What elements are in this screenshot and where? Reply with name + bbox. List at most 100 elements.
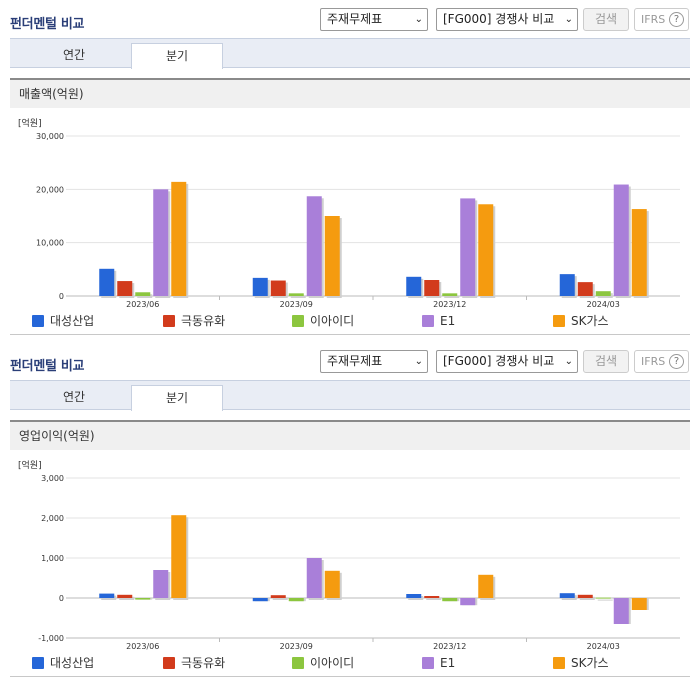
legend-swatch (163, 657, 175, 669)
bar-shadow (137, 294, 153, 298)
ifrs-button[interactable]: IFRS ? (634, 8, 689, 31)
peer-group-select[interactable]: [FG000] 경쟁사 비교 ⌄ (436, 8, 578, 31)
legend-label: SK가스 (571, 656, 609, 670)
bar-shadow (119, 596, 135, 600)
bar-shadow (444, 295, 460, 298)
chevron-down-icon: ⌄ (414, 356, 423, 367)
bar (324, 570, 340, 598)
legend-swatch (32, 657, 44, 669)
bar (135, 292, 151, 296)
bar (153, 570, 169, 598)
statement-type-select[interactable]: 주재무제표 ⌄ (320, 350, 428, 373)
y-tick-label: 2,000 (41, 514, 64, 523)
bar (252, 277, 268, 296)
legend-label: 이아이디 (310, 656, 355, 670)
panel-title: 펀더멘털 비교 (10, 359, 85, 374)
bar (442, 293, 458, 296)
bar-shadow (290, 295, 306, 298)
statement-type-select[interactable]: 주재무제표 ⌄ (320, 8, 428, 31)
y-tick-label: 10,000 (36, 239, 64, 248)
tab-quarterly[interactable]: 분기 (131, 385, 223, 411)
bar (424, 280, 440, 296)
bar (171, 515, 187, 598)
ifrs-button[interactable]: IFRS ? (634, 350, 689, 373)
bar (631, 598, 647, 610)
bar (288, 598, 304, 602)
legend-swatch (422, 315, 434, 327)
bar (117, 281, 133, 296)
bar (99, 593, 115, 598)
y-tick-label: 0 (59, 594, 64, 603)
metric-title: 영업이익(억원) (10, 420, 690, 450)
x-tick-label: 2023/09 (280, 300, 313, 308)
bar (631, 209, 647, 296)
bar (99, 268, 115, 296)
bar-shadow (579, 596, 595, 600)
bar (595, 597, 611, 599)
bar (270, 595, 286, 598)
x-tick-label: 2023/06 (126, 300, 159, 308)
chart-legend: 대성산업 극동유화 이아이디 E1 SK가스 (10, 652, 690, 672)
legend-label: SK가스 (571, 314, 609, 328)
divider (10, 676, 690, 677)
bar (460, 198, 476, 296)
help-icon: ? (669, 354, 684, 369)
bar (252, 598, 268, 602)
metric-title: 매출액(억원) (10, 78, 690, 108)
y-tick-label: 3,000 (41, 474, 64, 483)
ifrs-label: IFRS (641, 13, 666, 26)
chevron-down-icon: ⌄ (564, 14, 573, 25)
tab-annual[interactable]: 연간 (62, 390, 86, 404)
bar-shadow (597, 599, 613, 601)
y-tick-label: 20,000 (36, 185, 64, 194)
bar (306, 196, 322, 296)
search-button[interactable]: 검색 (583, 350, 629, 373)
chart-legend: 대성산업 극동유화 이아이디 E1 SK가스 (10, 310, 690, 330)
x-tick-label: 2023/06 (126, 642, 159, 650)
bar (135, 598, 151, 600)
bar (577, 282, 593, 296)
unit-label: [억원] (18, 117, 42, 129)
bar (270, 280, 286, 296)
x-tick-label: 2023/12 (433, 642, 466, 650)
bar (324, 216, 340, 296)
legend-swatch (553, 657, 565, 669)
bar (171, 181, 187, 296)
bar (117, 594, 133, 598)
bar (460, 598, 476, 606)
legend-swatch (553, 315, 565, 327)
bar (559, 593, 575, 598)
bar (288, 293, 304, 296)
legend-label: 대성산업 (50, 656, 95, 670)
legend-label: 이아이디 (310, 314, 355, 328)
ifrs-label: IFRS (641, 355, 666, 368)
bar (406, 276, 422, 296)
divider (10, 334, 690, 335)
x-tick-label: 2024/03 (587, 300, 620, 308)
legend-swatch (163, 315, 175, 327)
search-button[interactable]: 검색 (583, 8, 629, 31)
bar (613, 184, 629, 296)
peer-group-value: [FG000] 경쟁사 비교 (443, 12, 555, 26)
bar (577, 594, 593, 598)
bar (613, 598, 629, 624)
y-tick-label: 0 (59, 292, 64, 301)
x-tick-label: 2023/12 (433, 300, 466, 308)
unit-label: [억원] (18, 459, 42, 471)
operating-income-bar-chart: [억원] -1,000 0 1,000 2,000 3,000 2023/06 2023/09… (18, 459, 680, 650)
legend-label: E1 (440, 314, 456, 328)
x-tick-label: 2024/03 (587, 642, 620, 650)
legend-swatch (422, 657, 434, 669)
peer-group-select[interactable]: [FG000] 경쟁사 비교 ⌄ (436, 350, 578, 373)
panel-title: 펀더멘털 비교 (10, 17, 85, 32)
tab-quarterly[interactable]: 분기 (131, 43, 223, 69)
period-tabs: 연간 분기 (10, 38, 690, 69)
tab-annual[interactable]: 연간 (62, 48, 86, 62)
bar-shadow (426, 598, 442, 600)
bar (478, 574, 494, 598)
panel-header: 펀더멘털 비교 주재무제표 ⌄ [FG000] 경쟁사 비교 ⌄ 검색 IFRS… (0, 342, 696, 380)
bar (306, 558, 322, 598)
bar (559, 274, 575, 296)
sales-bar-chart: [억원] 0 10,000 20,000 30,000 2023/06 2023/09 202… (18, 117, 680, 308)
peer-group-value: [FG000] 경쟁사 비교 (443, 354, 555, 368)
